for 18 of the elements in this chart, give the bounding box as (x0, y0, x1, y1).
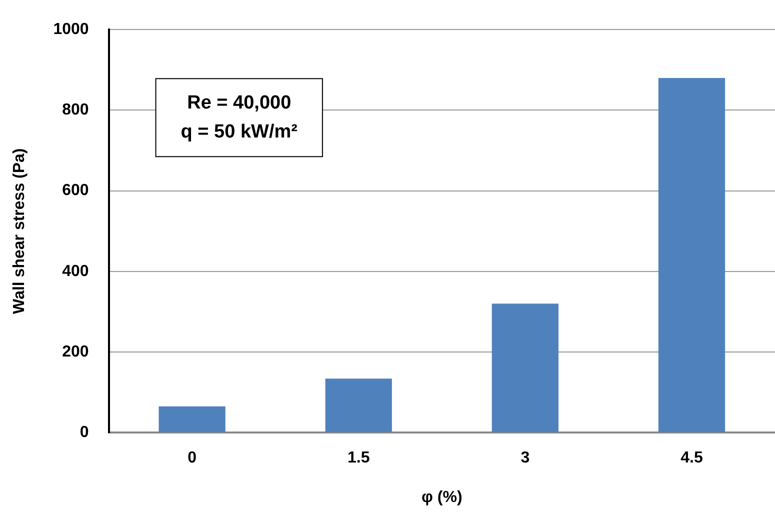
y-tick-label: 400 (62, 262, 89, 280)
y-tick-label: 0 (80, 424, 89, 442)
bar (492, 304, 558, 432)
y-tick-label: 800 (62, 102, 89, 119)
annotation: q = 50 kW/m² (180, 121, 298, 142)
y-tick-label: 200 (62, 343, 89, 360)
x-axis-title: φ (%) (422, 488, 462, 506)
x-tick-label: 0 (188, 450, 197, 467)
x-tick-label: 1.5 (347, 450, 370, 467)
annotation: Re = 40,000 (187, 92, 292, 114)
x-tick-label: 3 (520, 450, 530, 467)
x-tick-label: 4.5 (680, 450, 703, 467)
y-tick-label: 1000 (53, 21, 89, 38)
bar (158, 406, 226, 432)
y-axis-title: Wall shear stress (Pa) (11, 148, 28, 314)
bar (325, 378, 392, 432)
y-tick-label: 600 (62, 182, 89, 200)
bar (658, 78, 726, 432)
